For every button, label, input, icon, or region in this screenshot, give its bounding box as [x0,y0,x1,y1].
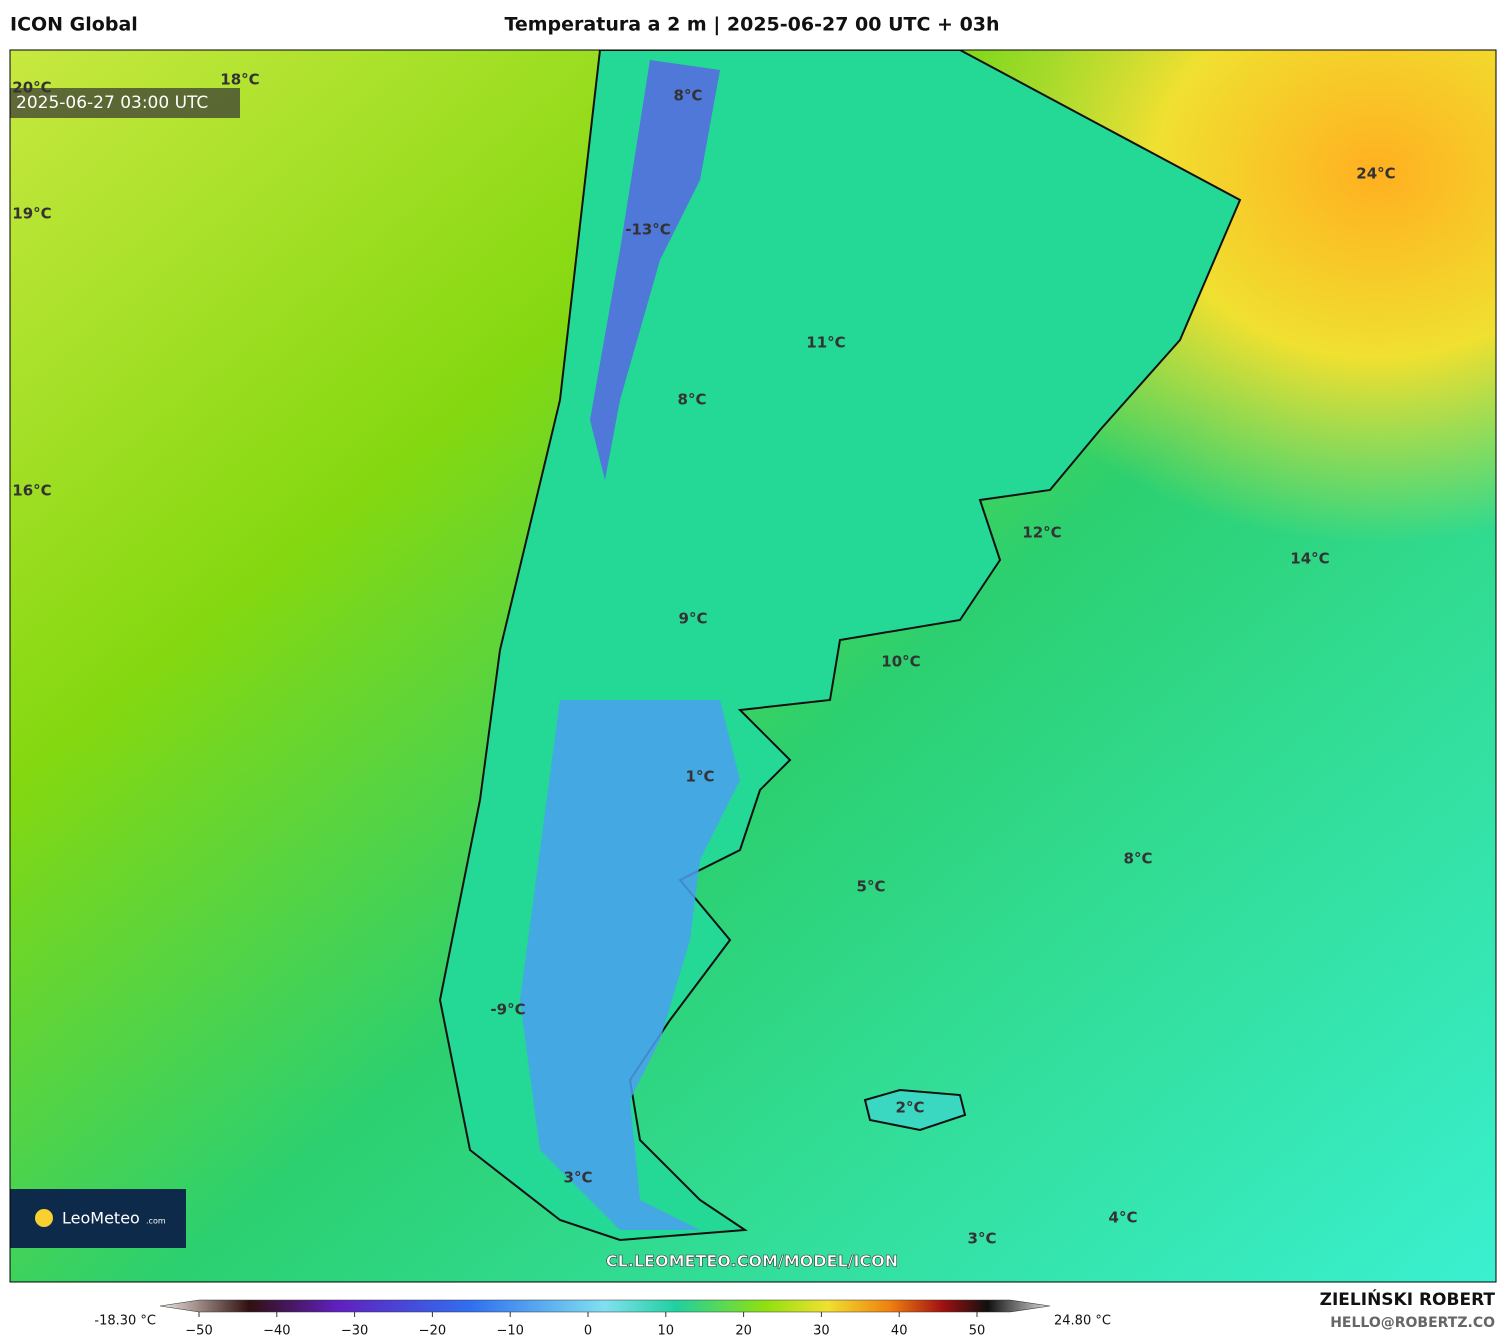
map-frame [9,49,1497,1283]
logo-suffix: .com [146,1217,166,1226]
temperature-label: 4°C [1109,1209,1138,1227]
temperature-label: 9°C [679,610,708,628]
colorbar-tick-label: −10 [496,1324,523,1339]
colorbar-tick-label: 50 [969,1324,986,1339]
temperature-label: 24°C [1356,165,1395,183]
temperature-label: 11°C [806,334,845,352]
temperature-label: 2°C [896,1099,925,1117]
temperature-label: 14°C [1290,550,1329,568]
author: ZIELIŃSKI ROBERT [1320,1288,1496,1310]
logo-name: LeoMeteo [62,1209,140,1228]
temperature-label: 8°C [1124,850,1153,868]
temperature-label: 8°C [674,87,703,105]
temperature-label: 18°C [220,71,259,89]
colorbar-min: -18.30 °C [94,1314,156,1329]
model-name: ICON Global [10,14,138,36]
colorbar-tick-label: 20 [735,1324,752,1339]
colorbar-max: 24.80 °C [1054,1314,1111,1329]
colorbar-tick-label: −30 [341,1324,368,1339]
temperature-label: 3°C [968,1230,997,1248]
temperature-label: 5°C [857,878,886,896]
falklands [863,1088,967,1132]
colorbar-tick-label: 10 [658,1324,675,1339]
colorbar-tick-label: 30 [813,1324,830,1339]
temperature-label: 16°C [12,482,51,500]
map-url: CL.LEOMETEO.COM/MODEL/ICON [606,1252,898,1271]
temperature-label: -9°C [490,1001,525,1019]
colorbar [159,1299,1051,1313]
temperature-label: -13°C [625,221,671,239]
map-title: Temperatura a 2 m | 2025-06-27 00 UTC + … [504,14,999,36]
patagonia-cold [520,700,740,1230]
timestamp: 2025-06-27 03:00 UTC [16,93,208,113]
temperature-label: 19°C [12,205,51,223]
colorbar-tick-label: −50 [185,1324,212,1339]
colorbar-tick-label: −20 [419,1324,446,1339]
colorbar-tick-label: 40 [891,1324,908,1339]
temperature-label: 1°C [686,768,715,786]
logo-sun [35,1209,53,1227]
map: 20°C 18°C19°C16°C8°C-13°C11°C8°C24°C12°C1… [10,50,1496,1282]
colorbar-tick-label: 0 [584,1324,592,1339]
temperature-label: 12°C [1022,524,1061,542]
temperature-label: 10°C [881,653,920,671]
andes-cold [590,60,720,480]
temperature-label: 3°C [564,1169,593,1187]
email: HELLO@ROBERTZ.CO [1330,1315,1495,1331]
timestamp-box [10,88,240,118]
temperature-label: 8°C [678,391,707,409]
colorbar-tick-label: −40 [263,1324,290,1339]
